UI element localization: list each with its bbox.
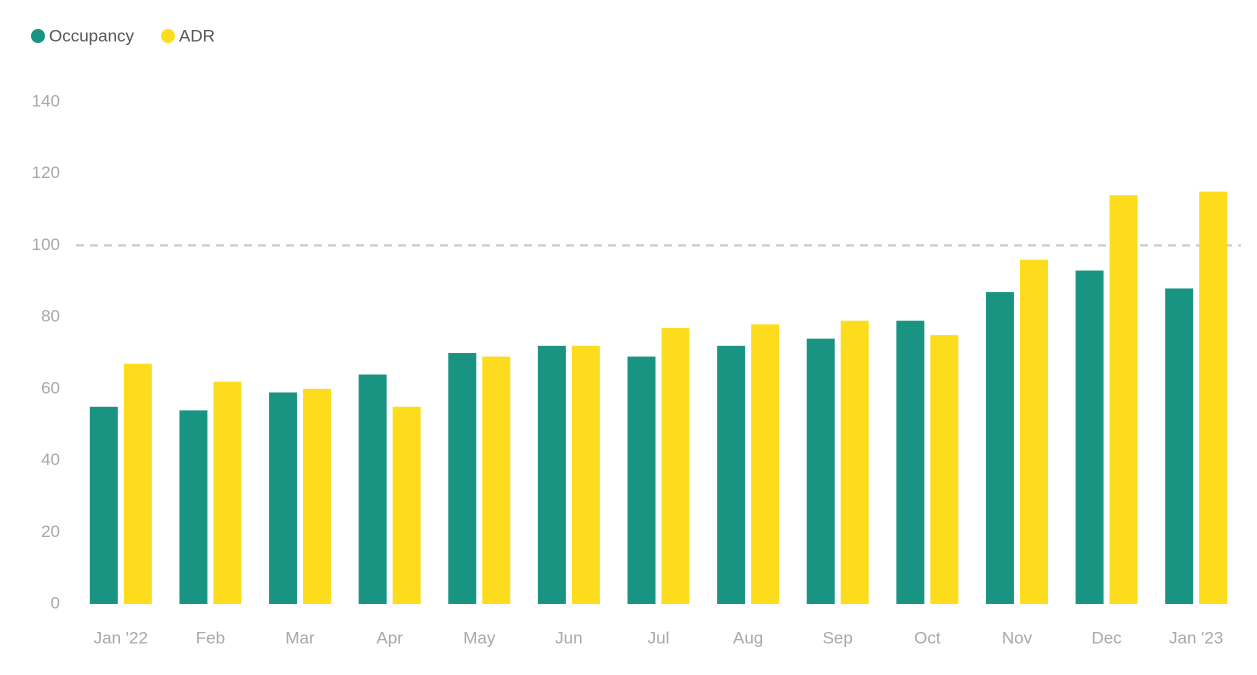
bar [896, 320, 925, 604]
bar [482, 356, 511, 604]
bar [392, 406, 421, 604]
bar [661, 327, 690, 604]
bar [751, 324, 780, 604]
bar [840, 320, 869, 604]
x-tick-label: Jan '23 [1169, 628, 1223, 647]
bar [179, 410, 208, 604]
y-tick-label: 20 [41, 522, 60, 541]
bar [1199, 191, 1228, 604]
y-tick-label: 100 [32, 235, 60, 254]
y-tick-label: 60 [41, 378, 60, 397]
y-tick-label: 0 [51, 593, 60, 612]
bar [213, 381, 242, 604]
x-tick-label: Apr [376, 628, 403, 647]
bar [123, 363, 152, 604]
legend-marker [31, 29, 45, 43]
legend-marker [161, 29, 175, 43]
x-tick-label: Nov [1002, 628, 1033, 647]
y-tick-label: 120 [32, 163, 60, 182]
y-tick-label: 140 [32, 91, 60, 110]
bar [806, 338, 835, 604]
bar [985, 292, 1014, 604]
bar [1109, 195, 1138, 604]
x-tick-label: Feb [196, 628, 225, 647]
y-tick-label: 80 [41, 307, 60, 326]
bar [1165, 288, 1194, 604]
x-tick-label: Jun [555, 628, 582, 647]
bar [571, 345, 600, 604]
legend-label: ADR [179, 26, 215, 45]
bar [930, 335, 959, 604]
x-tick-label: Jan '22 [94, 628, 148, 647]
legend-label: Occupancy [49, 26, 135, 45]
bar [358, 374, 387, 604]
x-tick-label: Oct [914, 628, 941, 647]
bar [537, 345, 566, 604]
bar [269, 392, 298, 604]
bar [1075, 270, 1104, 604]
bar [303, 388, 332, 604]
bar [627, 356, 656, 604]
bar [89, 406, 118, 604]
y-tick-label: 40 [41, 450, 60, 469]
bar [448, 353, 477, 604]
x-tick-label: Sep [823, 628, 853, 647]
x-tick-label: Aug [733, 628, 763, 647]
x-tick-label: Jul [648, 628, 670, 647]
x-tick-label: May [463, 628, 496, 647]
bar [1019, 259, 1048, 604]
x-tick-label: Dec [1091, 628, 1122, 647]
x-tick-label: Mar [285, 628, 315, 647]
bar [717, 345, 746, 604]
